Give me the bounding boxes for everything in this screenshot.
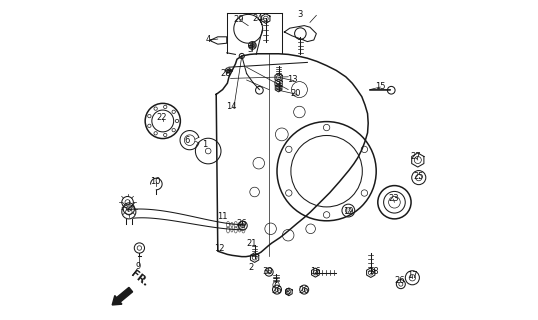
Text: FR.: FR. bbox=[129, 269, 150, 289]
Text: 2: 2 bbox=[249, 263, 254, 272]
Text: 14: 14 bbox=[226, 102, 237, 111]
Text: 4: 4 bbox=[206, 35, 211, 44]
Text: 10: 10 bbox=[150, 177, 161, 186]
Text: 21: 21 bbox=[246, 239, 257, 248]
Text: 17: 17 bbox=[407, 271, 417, 280]
Text: 29: 29 bbox=[233, 15, 244, 24]
Text: 27: 27 bbox=[410, 152, 421, 161]
Text: 26: 26 bbox=[272, 286, 282, 295]
Text: 8: 8 bbox=[284, 288, 289, 297]
Text: 3: 3 bbox=[298, 10, 303, 19]
Text: 20: 20 bbox=[290, 89, 301, 98]
Text: 30: 30 bbox=[262, 267, 273, 276]
Text: 5: 5 bbox=[248, 45, 253, 54]
Text: 26: 26 bbox=[298, 286, 309, 295]
Text: 19: 19 bbox=[343, 207, 353, 216]
Text: 25: 25 bbox=[414, 172, 424, 180]
Text: 24: 24 bbox=[252, 14, 263, 23]
Text: 9: 9 bbox=[136, 262, 141, 271]
Text: 12: 12 bbox=[214, 244, 225, 253]
Text: 1: 1 bbox=[202, 140, 207, 148]
Text: 11: 11 bbox=[217, 212, 228, 221]
Text: 22: 22 bbox=[157, 113, 167, 122]
Text: 28: 28 bbox=[221, 69, 231, 78]
Text: 23: 23 bbox=[388, 194, 399, 203]
FancyArrow shape bbox=[112, 287, 132, 305]
Text: 6: 6 bbox=[185, 136, 190, 145]
Text: 18: 18 bbox=[367, 268, 378, 276]
Text: 16: 16 bbox=[310, 268, 321, 276]
Text: 7: 7 bbox=[272, 278, 278, 287]
Text: 26: 26 bbox=[394, 276, 405, 285]
Text: 26: 26 bbox=[237, 220, 247, 228]
Text: 15: 15 bbox=[375, 82, 386, 91]
Text: 13: 13 bbox=[287, 75, 298, 84]
